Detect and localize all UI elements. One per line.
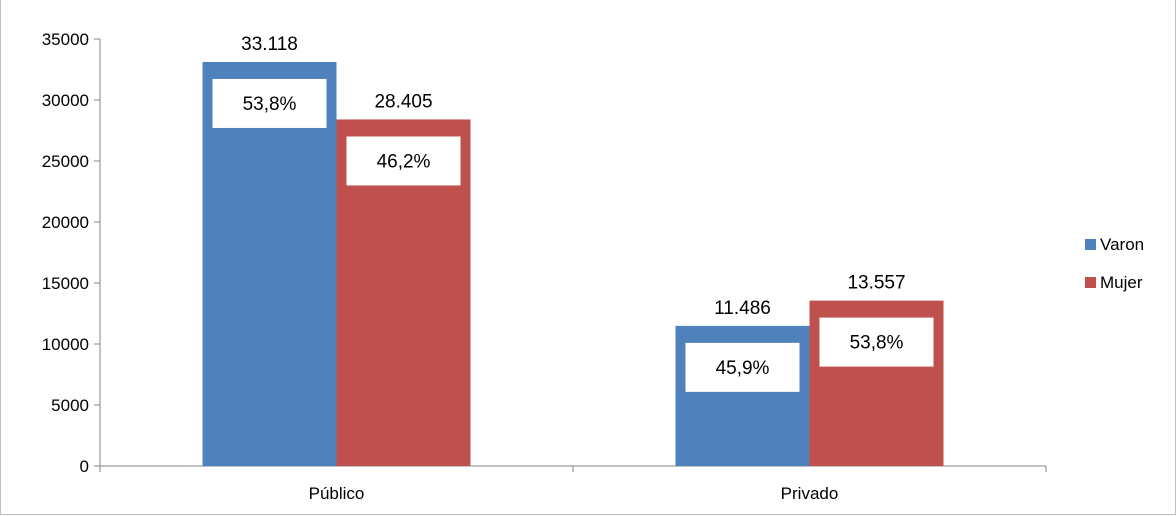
y-axis: 0 5000 10000 15000 20000 25000 30000 35000: [42, 30, 101, 476]
percent-label-box: [685, 342, 800, 392]
bar-percent-label: 46,2%: [377, 151, 431, 172]
x-category-label: Privado: [781, 484, 839, 503]
x-axis: Público Privado: [99, 465, 1047, 503]
legend-label: Mujer: [1100, 273, 1143, 292]
y-tick-label: 5000: [51, 396, 89, 415]
bar-percent-label: 53,8%: [243, 94, 297, 115]
percent-label-box: [212, 78, 327, 128]
y-tick-label: 15000: [42, 274, 89, 293]
percent-label-box: [819, 317, 934, 367]
y-tick-label: 25000: [42, 152, 89, 171]
bar-value-label: 28.405: [374, 91, 432, 112]
bar-percent-label: 45,9%: [716, 358, 770, 379]
y-tick-label: 35000: [42, 30, 89, 49]
y-tick-label: 10000: [42, 335, 89, 354]
legend: Varon Mujer: [1085, 235, 1144, 292]
y-tick-label: 0: [80, 457, 89, 476]
bar-value-label: 33.118: [241, 34, 298, 55]
legend-swatch-varon: [1085, 239, 1096, 250]
bar-value-label: 11.486: [714, 298, 771, 319]
legend-swatch-mujer: [1085, 277, 1096, 288]
y-tick-label: 20000: [42, 213, 89, 232]
data-labels: 33.118 53,8% 28.405 46,2% 11.486 45,9% 13.557 5…: [212, 34, 934, 392]
percent-label-box: [346, 136, 461, 186]
legend-label: Varon: [1100, 235, 1144, 254]
bar-percent-label: 53,8%: [850, 333, 904, 354]
y-tick-label: 30000: [42, 91, 89, 110]
x-category-label: Público: [309, 484, 365, 503]
bar-varon: [202, 61, 337, 467]
bar-value-label: 13.557: [847, 273, 905, 294]
